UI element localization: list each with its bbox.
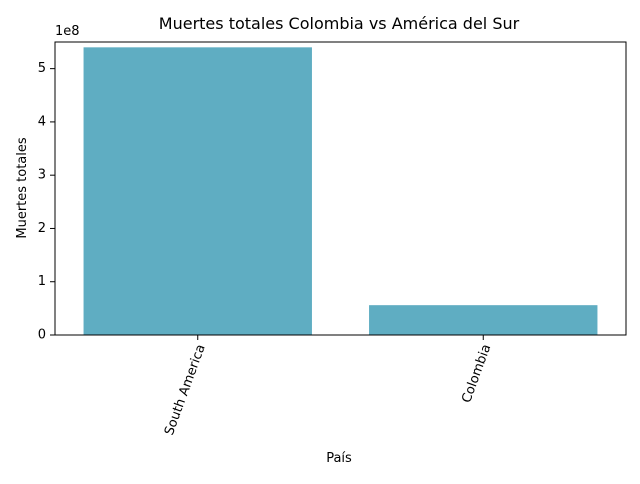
plot-frame [54, 41, 627, 336]
y-tick-label: 1 [38, 274, 46, 289]
y-axis: 0 1 2 3 4 5 [38, 61, 55, 343]
y-axis-label: Muertes totales [15, 137, 30, 239]
x-tick-label: South America [162, 342, 209, 437]
bar-south-america [83, 47, 312, 336]
bars-layer [83, 47, 598, 336]
y-tick-label: 5 [38, 61, 46, 76]
x-tick-label: Colombia [459, 342, 494, 405]
y-tick-label: 0 [38, 328, 46, 343]
y-offset-label: 1e8 [55, 24, 80, 39]
bar-colombia [369, 305, 598, 335]
y-tick-label: 2 [38, 221, 46, 236]
x-axis-label: País [326, 451, 352, 466]
y-tick-label: 4 [38, 114, 46, 129]
chart-title: Muertes totales Colombia vs América del … [159, 14, 520, 33]
x-axis: South America Colombia [162, 335, 494, 437]
y-tick-label: 3 [38, 168, 46, 183]
